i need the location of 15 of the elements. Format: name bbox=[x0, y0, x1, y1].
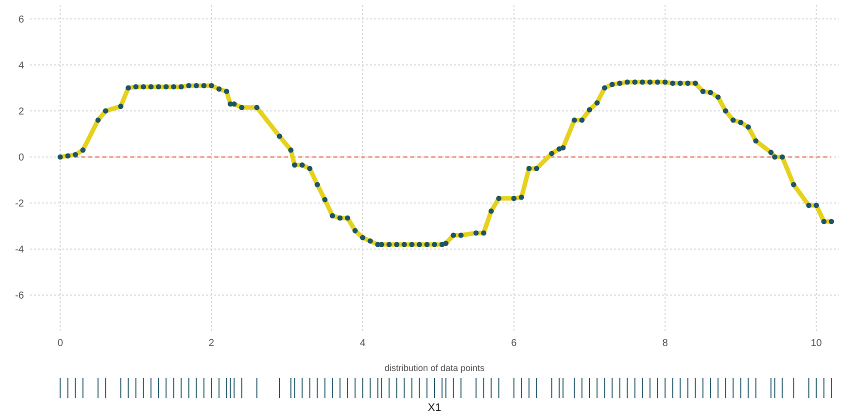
y-tick-label: -2 bbox=[15, 198, 24, 210]
y-tick-label: -6 bbox=[15, 290, 24, 302]
x-tick-label: 10 bbox=[810, 338, 822, 349]
x-tick-label: 4 bbox=[360, 338, 366, 349]
x-tick-label: 0 bbox=[57, 338, 64, 349]
x-axis-title: X1 bbox=[428, 402, 442, 414]
y-tick-label: 0 bbox=[18, 152, 24, 164]
x-tick-label: 6 bbox=[511, 338, 518, 349]
text: distribution of data points bbox=[384, 363, 486, 373]
y-tick-label: 6 bbox=[18, 14, 24, 26]
y-tick-label: 4 bbox=[18, 60, 24, 72]
y-tick-label: -4 bbox=[15, 244, 24, 256]
x-tick-label: 2 bbox=[208, 338, 215, 349]
y-tick-label: 2 bbox=[18, 106, 24, 118]
x-tick-label: 8 bbox=[662, 338, 668, 349]
